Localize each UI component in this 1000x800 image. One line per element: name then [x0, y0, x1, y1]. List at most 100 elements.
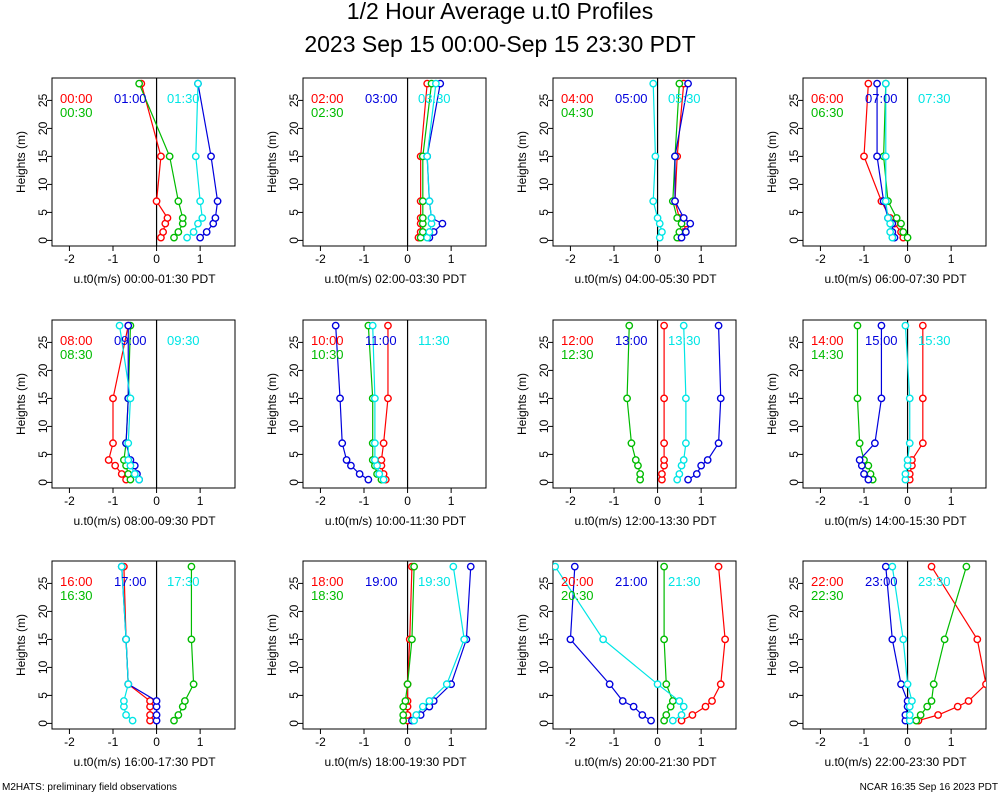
- data-point: [379, 439, 388, 448]
- data-point: [660, 635, 669, 644]
- series-line-13:00: [687, 325, 722, 481]
- data-point: [431, 79, 440, 88]
- x-tick-label: 1: [698, 252, 705, 266]
- data-point: [860, 152, 868, 161]
- x-tick-label: 0: [153, 735, 160, 749]
- plot-frame: [802, 560, 987, 730]
- footer-note: M2HATS: preliminary field observations: [2, 782, 177, 793]
- chart-title: 1/2 Hour Average u.t0 Profiles: [346, 0, 654, 24]
- y-tick-label: 0: [537, 720, 551, 727]
- data-point: [660, 394, 669, 403]
- x-tick-label: 0: [404, 252, 411, 266]
- data-point: [721, 635, 730, 644]
- x-axis-label: u.t0(m/s) 00:00-01:30 PDT: [73, 272, 216, 286]
- data-point: [623, 394, 631, 403]
- y-tick-label: 0: [287, 720, 301, 727]
- data-point: [423, 152, 432, 161]
- y-axis-label: Heights (m): [765, 131, 779, 193]
- data-point: [187, 635, 196, 644]
- data-point: [660, 439, 669, 448]
- data-point: [418, 214, 427, 222]
- series-group: [414, 79, 447, 242]
- series-line-12:30: [626, 325, 641, 480]
- x-tick-label: -1: [108, 735, 119, 749]
- data-point: [647, 716, 655, 725]
- data-point: [370, 394, 379, 403]
- y-tick-label: 25: [787, 335, 801, 349]
- data-point: [130, 470, 139, 478]
- data-point: [629, 702, 638, 711]
- data-point: [159, 228, 168, 236]
- x-axis-label: u.t0(m/s) 12:00-13:30 PDT: [574, 514, 717, 528]
- x-tick-label: 1: [197, 735, 204, 749]
- x-tick-label: -2: [565, 494, 576, 508]
- y-tick-label: 5: [36, 209, 50, 216]
- x-tick-label: 1: [448, 735, 455, 749]
- data-point: [370, 456, 379, 464]
- data-point: [660, 456, 669, 464]
- data-point: [860, 470, 868, 478]
- data-point: [714, 321, 723, 330]
- series-group: [331, 321, 392, 484]
- data-point: [899, 635, 908, 644]
- legend-label: 15:00: [865, 333, 898, 348]
- x-tick-label: -2: [64, 735, 75, 749]
- data-point: [425, 228, 434, 236]
- data-point: [202, 228, 211, 236]
- y-tick-label: 20: [537, 604, 551, 618]
- legend-label: 07:30: [918, 91, 951, 106]
- x-tick-label: -2: [315, 735, 326, 749]
- y-tick-label: 0: [36, 479, 50, 486]
- data-point: [716, 680, 725, 689]
- legend-label: 09:30: [167, 333, 200, 348]
- series-group: [553, 562, 730, 725]
- y-axis-label: Heights (m): [265, 373, 279, 435]
- data-point: [884, 214, 892, 222]
- data-point: [384, 321, 392, 330]
- data-point: [927, 697, 936, 705]
- data-point: [855, 439, 864, 448]
- data-point: [677, 233, 686, 242]
- y-axis-label: Heights (m): [515, 614, 529, 676]
- data-point: [953, 702, 962, 711]
- legend-label: 03:00: [365, 91, 398, 106]
- data-point: [864, 79, 873, 88]
- x-tick-label: 0: [904, 494, 911, 508]
- data-point: [658, 470, 666, 478]
- y-tick-label: 10: [787, 177, 801, 191]
- data-point: [178, 214, 187, 222]
- series-line-22:00: [918, 566, 986, 722]
- x-axis-label: u.t0(m/s) 10:00-11:30 PDT: [325, 514, 467, 528]
- data-point: [338, 439, 347, 448]
- data-point: [403, 680, 412, 689]
- legend-label: 10:00: [311, 333, 344, 348]
- y-tick-label: 25: [36, 335, 50, 349]
- data-point: [681, 439, 690, 448]
- series-group: [853, 321, 927, 484]
- x-axis-label: u.t0(m/s) 14:00-15:30 PDT: [824, 514, 967, 528]
- data-point: [660, 562, 669, 571]
- y-tick-label: 5: [287, 209, 301, 216]
- y-tick-label: 25: [287, 93, 301, 107]
- x-tick-label: -2: [315, 494, 326, 508]
- data-point: [122, 635, 130, 644]
- data-point: [716, 394, 725, 403]
- y-tick-label: 5: [787, 209, 801, 216]
- series-group: [881, 562, 986, 725]
- x-tick-label: 1: [698, 735, 705, 749]
- legend-label: 10:30: [311, 347, 344, 362]
- x-tick-label: -1: [108, 252, 119, 266]
- data-point: [109, 439, 117, 448]
- series-group: [860, 79, 912, 242]
- y-tick-label: 20: [787, 604, 801, 618]
- data-point: [170, 233, 178, 242]
- series-group: [117, 562, 198, 725]
- x-axis-label: u.t0(m/s) 08:00-09:30 PDT: [73, 514, 216, 528]
- y-tick-label: 20: [787, 363, 801, 377]
- plot-frame: [552, 319, 737, 489]
- data-point: [703, 456, 712, 464]
- data-point: [892, 214, 901, 222]
